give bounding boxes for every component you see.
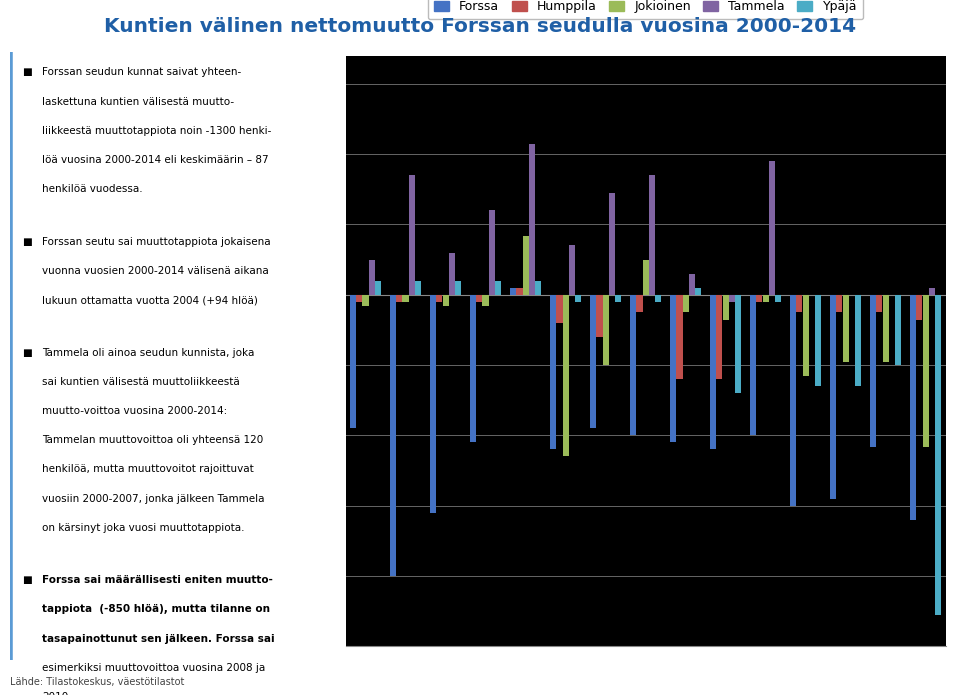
Bar — [655, 295, 661, 302]
Bar — [476, 295, 483, 302]
Text: Forssan seudun kunnat saivat yhteen-: Forssan seudun kunnat saivat yhteen- — [42, 67, 241, 77]
Bar — [396, 295, 402, 302]
Bar — [630, 295, 636, 435]
Text: Tammela oli ainoa seudun kunnista, joka: Tammela oli ainoa seudun kunnista, joka — [42, 348, 254, 357]
Bar — [910, 295, 916, 520]
Text: esimerkiksi muuttovoittoa vuosina 2008 ja: esimerkiksi muuttovoittoa vuosina 2008 j… — [42, 663, 265, 673]
Bar — [895, 295, 901, 365]
Bar — [356, 295, 363, 302]
Bar — [483, 295, 489, 306]
Bar — [510, 288, 516, 295]
Bar — [716, 295, 723, 379]
Bar — [516, 288, 522, 295]
Bar — [876, 295, 882, 311]
Bar — [636, 295, 642, 311]
Bar — [649, 175, 655, 295]
Text: sai kuntien välisestä muuttoliikkeestä: sai kuntien välisestä muuttoliikkeestä — [42, 377, 239, 386]
Bar — [796, 295, 803, 311]
Bar — [489, 211, 495, 295]
Text: ■: ■ — [22, 348, 33, 357]
Bar — [688, 274, 695, 295]
Bar — [522, 236, 529, 295]
Bar — [409, 175, 415, 295]
Bar — [670, 295, 676, 443]
Text: on kärsinyt joka vuosi muuttotappiota.: on kärsinyt joka vuosi muuttotappiota. — [42, 523, 244, 532]
Bar — [803, 295, 808, 376]
Bar — [882, 295, 889, 362]
Bar — [769, 161, 775, 295]
Text: vuonna vuosien 2000-2014 välisenä aikana: vuonna vuosien 2000-2014 välisenä aikana — [42, 265, 269, 276]
Text: ■: ■ — [22, 575, 33, 585]
Text: tappiota  (-850 hlöä), mutta tilanne on: tappiota (-850 hlöä), mutta tilanne on — [42, 605, 270, 614]
Bar — [928, 288, 935, 295]
Bar — [590, 295, 596, 428]
Text: Kuntien välinen nettomuutto Forssan seudulla vuosina 2000-2014: Kuntien välinen nettomuutto Forssan seud… — [104, 17, 856, 36]
Text: Tammelan muuttovoittoa oli yhteensä 120: Tammelan muuttovoittoa oli yhteensä 120 — [42, 435, 263, 445]
Bar — [402, 295, 409, 302]
Bar — [870, 295, 876, 447]
Bar — [369, 259, 375, 295]
Bar — [568, 245, 575, 295]
Bar — [710, 295, 716, 450]
Bar — [495, 281, 501, 295]
Text: löä vuosina 2000-2014 eli keskimäärin – 87: löä vuosina 2000-2014 eli keskimäärin – … — [42, 155, 269, 165]
Bar — [609, 193, 615, 295]
Bar — [855, 295, 861, 386]
Bar — [443, 295, 448, 306]
Bar — [683, 295, 688, 311]
Bar — [756, 295, 762, 302]
Bar — [575, 295, 581, 302]
Text: Forssa sai määrällisesti eniten muutto-: Forssa sai määrällisesti eniten muutto- — [42, 575, 273, 585]
Bar — [815, 295, 821, 386]
Bar — [390, 295, 396, 576]
Text: Forssan seutu sai muuttotappiota jokaisena: Forssan seutu sai muuttotappiota jokaise… — [42, 236, 271, 247]
Bar — [436, 295, 443, 302]
Text: henkilöä vuodessa.: henkilöä vuodessa. — [42, 184, 142, 194]
Bar — [642, 259, 649, 295]
Bar — [563, 295, 568, 457]
Text: Lähde: Tilastokeskus, väestötilastot: Lähde: Tilastokeskus, väestötilastot — [10, 676, 184, 687]
Bar — [448, 252, 455, 295]
Text: laskettuna kuntien välisestä muutto-: laskettuna kuntien välisestä muutto- — [42, 97, 234, 106]
Bar — [935, 295, 941, 615]
Bar — [596, 295, 603, 337]
Bar — [836, 295, 843, 311]
Bar — [843, 295, 849, 362]
Bar — [430, 295, 436, 513]
Text: lukuun ottamatta vuotta 2004 (+94 hlöä): lukuun ottamatta vuotta 2004 (+94 hlöä) — [42, 295, 257, 305]
Bar — [723, 295, 729, 320]
Text: 2010.: 2010. — [42, 692, 71, 695]
Bar — [535, 281, 541, 295]
Bar — [916, 295, 923, 320]
Bar — [790, 295, 796, 506]
Bar — [375, 281, 381, 295]
Bar — [762, 295, 769, 302]
Bar — [556, 295, 563, 323]
Text: liikkeestä muuttotappiota noin -1300 henki-: liikkeestä muuttotappiota noin -1300 hen… — [42, 126, 271, 136]
Bar — [415, 281, 421, 295]
Text: henkilöä, mutta muuttovoitot rajoittuvat: henkilöä, mutta muuttovoitot rajoittuvat — [42, 464, 253, 474]
Text: ■: ■ — [22, 236, 33, 247]
Bar — [550, 295, 556, 450]
Bar — [615, 295, 621, 302]
Bar — [830, 295, 836, 499]
Text: vuosiin 2000-2007, jonka jälkeen Tammela: vuosiin 2000-2007, jonka jälkeen Tammela — [42, 493, 264, 503]
Bar — [455, 281, 461, 295]
Bar — [350, 295, 356, 428]
Legend: Forssa, Humppila, Jokioinen, Tammela, Ypäjä: Forssa, Humppila, Jokioinen, Tammela, Yp… — [428, 0, 863, 19]
Bar — [676, 295, 683, 379]
Text: tasapainottunut sen jälkeen. Forssa sai: tasapainottunut sen jälkeen. Forssa sai — [42, 634, 275, 644]
Bar — [750, 295, 756, 435]
Bar — [695, 288, 701, 295]
Bar — [735, 295, 741, 393]
Bar — [363, 295, 369, 306]
Bar — [775, 295, 781, 302]
Bar — [470, 295, 476, 443]
Text: ■: ■ — [22, 67, 33, 77]
Bar — [603, 295, 609, 365]
Bar — [923, 295, 928, 447]
Bar — [529, 144, 535, 295]
Bar — [729, 295, 735, 302]
Text: muutto-voittoa vuosina 2000-2014:: muutto-voittoa vuosina 2000-2014: — [42, 406, 227, 416]
